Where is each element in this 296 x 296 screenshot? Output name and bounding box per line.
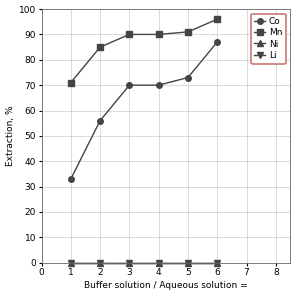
Li: [186, 261, 190, 265]
Line: Li: Li: [68, 260, 220, 266]
Ni: [186, 261, 190, 265]
Mn: [69, 81, 73, 84]
Co: [98, 119, 102, 123]
Mn: [215, 17, 219, 21]
Co: [128, 83, 131, 87]
Y-axis label: Extraction, %: Extraction, %: [6, 106, 15, 166]
Li: [98, 261, 102, 265]
Co: [69, 177, 73, 181]
Mn: [186, 30, 190, 34]
Line: Ni: Ni: [68, 260, 220, 266]
Li: [69, 261, 73, 265]
Ni: [128, 261, 131, 265]
Li: [157, 261, 160, 265]
Ni: [69, 261, 73, 265]
Mn: [157, 33, 160, 36]
Ni: [98, 261, 102, 265]
Mn: [98, 45, 102, 49]
Line: Co: Co: [68, 39, 220, 182]
Li: [215, 261, 219, 265]
Ni: [157, 261, 160, 265]
Li: [128, 261, 131, 265]
Co: [215, 40, 219, 44]
Co: [186, 76, 190, 79]
Ni: [215, 261, 219, 265]
Mn: [128, 33, 131, 36]
X-axis label: Buffer solution / Aqueous solution =: Buffer solution / Aqueous solution =: [84, 281, 248, 290]
Legend: Co, Mn, Ni, Li: Co, Mn, Ni, Li: [251, 14, 286, 64]
Line: Mn: Mn: [68, 16, 220, 86]
Co: [157, 83, 160, 87]
